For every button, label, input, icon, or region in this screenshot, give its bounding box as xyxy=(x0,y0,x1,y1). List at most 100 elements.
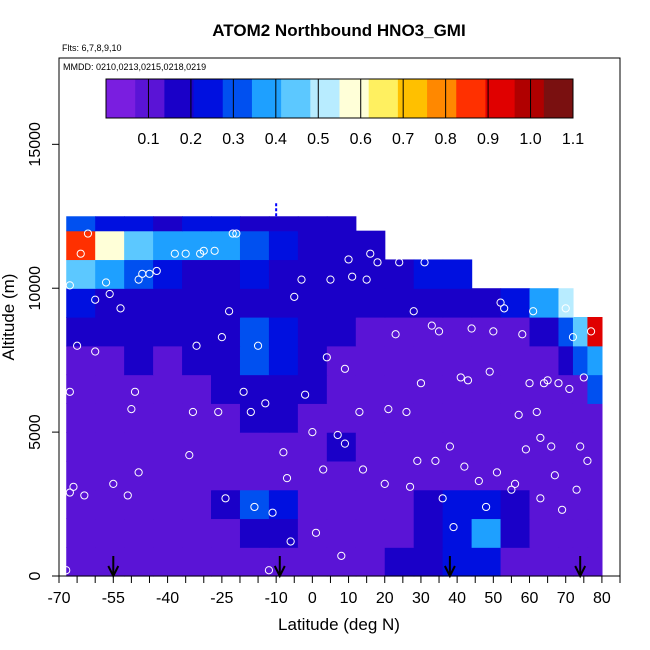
heat-cell xyxy=(124,288,154,318)
heat-cell xyxy=(153,288,183,318)
x-tick-label: 0 xyxy=(308,590,317,607)
sample-point xyxy=(344,255,353,264)
sample-point xyxy=(123,491,132,500)
heat-cell xyxy=(297,460,328,491)
y-tick-label: 0 xyxy=(27,571,44,580)
heat-cell xyxy=(500,374,531,404)
heat-cell xyxy=(182,489,212,520)
heat-cell xyxy=(529,345,560,376)
colorbar-tick-label: 0.1 xyxy=(137,131,159,148)
heat-cell xyxy=(153,345,183,376)
colorbar-swatch xyxy=(368,79,399,118)
chart-title: ATOM2 Northbound HNO3_GMI xyxy=(212,21,465,40)
heat-cell xyxy=(442,288,473,318)
colorbar-tick-label: 0.6 xyxy=(350,131,372,148)
colorbar-tick-label: 0.3 xyxy=(222,131,244,148)
heat-cell xyxy=(297,489,328,520)
sample-point xyxy=(228,229,237,238)
heat-cell xyxy=(500,547,531,577)
heat-cell xyxy=(297,345,328,376)
heat-cell xyxy=(500,432,531,462)
heat-cell xyxy=(211,432,241,462)
heat-cell xyxy=(326,288,357,318)
heat-cell xyxy=(211,259,241,289)
heat-cell xyxy=(500,489,531,520)
sample-point xyxy=(232,229,241,238)
sample-point xyxy=(322,353,331,362)
sample-point xyxy=(199,246,208,255)
heat-cell xyxy=(124,317,154,347)
sample-point xyxy=(416,379,426,388)
heat-cell xyxy=(355,489,386,520)
heat-cell xyxy=(471,432,502,462)
heat-cell xyxy=(442,460,473,491)
heat-cell xyxy=(297,216,328,232)
sample-point xyxy=(402,407,411,417)
sample-point xyxy=(65,281,74,290)
heat-cell xyxy=(182,403,212,433)
x-tick-label: 10 xyxy=(340,590,358,607)
heat-cell xyxy=(268,374,299,404)
sample-point xyxy=(380,479,389,489)
heat-cell xyxy=(572,317,589,347)
heat-cell xyxy=(124,230,154,261)
heat-cell xyxy=(124,216,154,232)
heat-cell xyxy=(587,374,603,404)
sample-point xyxy=(210,246,219,255)
heat-cell xyxy=(66,547,96,577)
sample-point xyxy=(340,364,350,373)
heat-cell xyxy=(211,216,241,232)
sample-point xyxy=(188,407,198,417)
heat-cell xyxy=(66,259,96,289)
heat-cell xyxy=(326,403,357,433)
heat-cell xyxy=(413,518,444,548)
heat-cell xyxy=(355,230,386,261)
colorbar: 0.1 0.2 0.3 0.4 0.5 0.6 0.7 0.8 0.9 1.0 1.1 xyxy=(105,78,584,148)
heat-cell xyxy=(558,317,574,347)
sample-point xyxy=(467,324,476,333)
heat-cell xyxy=(413,460,444,491)
heat-cell xyxy=(297,288,328,318)
heat-cell xyxy=(384,489,415,520)
heat-cell xyxy=(95,216,125,232)
sample-point xyxy=(145,269,154,278)
heat-cell xyxy=(239,259,270,289)
heat-cell xyxy=(471,518,502,548)
colorbar-tick-label: 0.9 xyxy=(477,131,499,148)
sample-point xyxy=(485,367,494,376)
sample-point xyxy=(348,272,357,281)
sample-point xyxy=(134,275,143,284)
heat-cell xyxy=(529,489,560,520)
heat-cell xyxy=(572,518,589,548)
sample-point xyxy=(420,258,429,267)
heat-cell xyxy=(211,345,241,376)
y-tick-label: 15000 xyxy=(27,122,44,167)
heat-cell xyxy=(558,547,574,577)
heat-cell xyxy=(558,288,574,318)
heat-cell xyxy=(153,317,183,347)
heat-cell xyxy=(326,374,357,404)
heat-cell xyxy=(326,460,357,491)
heat-cell xyxy=(384,317,415,347)
heat-cell xyxy=(326,259,357,289)
heat-cell xyxy=(471,403,502,433)
heat-cell xyxy=(153,547,183,577)
heat-cell xyxy=(355,288,386,318)
sample-point xyxy=(514,410,523,419)
heat-cell xyxy=(95,345,125,376)
heat-cell xyxy=(355,345,386,376)
sample-point xyxy=(529,307,538,316)
colorbar-swatch xyxy=(514,79,545,118)
sample-point xyxy=(319,465,328,474)
heat-cell xyxy=(442,403,473,433)
heat-cell xyxy=(95,489,125,520)
colorbar-swatch xyxy=(222,79,253,118)
sample-point xyxy=(373,258,382,267)
heat-cell xyxy=(239,547,270,577)
heat-cell xyxy=(558,489,574,520)
sample-point xyxy=(510,479,520,489)
heat-cell xyxy=(442,489,473,520)
heat-cell xyxy=(95,403,125,433)
heat-cell xyxy=(211,460,241,491)
sample-point xyxy=(568,333,578,342)
